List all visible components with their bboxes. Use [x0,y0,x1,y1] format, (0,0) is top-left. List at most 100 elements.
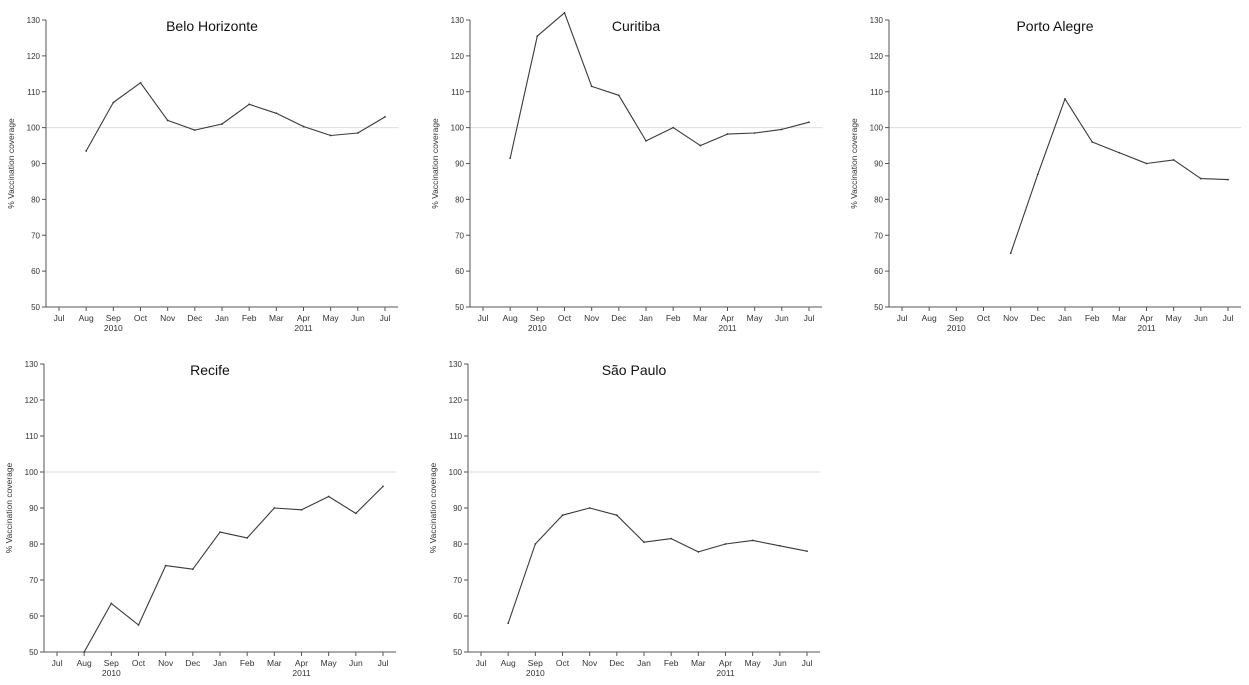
x-tick-label: Jul [897,313,908,323]
data-point [139,81,142,84]
x-tick-label: Jul [54,313,65,323]
chart-panel: 50 60 70 80 90 100 110 120 130 Jul Aug Sep Oct Nov Dec… [4,360,396,678]
x-tick-label: Mar [1112,313,1127,323]
x-tick-label: Apr [295,658,308,668]
x-tick-label: Mar [691,658,706,668]
data-point [615,514,618,517]
chart-panel: 50 60 70 80 90 100 110 120 130 Jul Aug Sep Oct Nov Dec… [428,360,820,678]
x-tick-label: Mar [267,658,282,668]
x-tick-label: Nov [158,658,174,668]
data-point [588,507,591,509]
chart-title: Curitiba [612,18,660,34]
x-tick-label: Nov [160,313,176,323]
series-line [1010,98,1229,254]
x-tick-label: Jan [1058,313,1072,323]
y-tick-label: 110 [25,432,38,441]
data-point [300,508,303,511]
year-label: 2010 [947,323,966,333]
year-label: 2010 [102,668,121,678]
data-point [1064,98,1066,100]
x-tick-label: Aug [503,313,518,323]
year-label: 2010 [528,323,547,333]
y-tick-label: 120 [25,396,39,405]
x-tick-label: Oct [132,658,146,668]
x-tick-label: Jul [380,313,391,323]
y-tick-label: 120 [27,52,41,61]
x-tick-label: Feb [666,313,681,323]
data-point [1199,177,1202,180]
data-point [1036,173,1039,176]
y-tick-label: 70 [453,576,462,585]
x-tick-label: Jul [378,658,389,668]
data-point [563,11,566,14]
y-axis-title: % Vaccination coverage [4,462,14,553]
data-point [166,119,169,122]
data-point [534,543,537,545]
series-line [83,486,384,653]
data-point [384,115,386,118]
data-point [670,537,673,540]
data-point [1227,178,1229,181]
series-line [85,82,386,152]
year-label: 2011 [292,668,311,678]
x-tick-label: May [323,313,340,323]
x-tick-label: Aug [79,313,94,323]
x-tick-label: Jul [52,658,63,668]
data-point [561,514,564,517]
data-point [191,568,194,571]
chart-panel: 50 60 70 80 90 100 110 120 130 Jul Aug Sep Oct Nov Dec… [6,16,398,333]
y-tick-label: 130 [449,360,463,369]
y-axis-title: % Vaccination coverage [428,462,438,553]
data-point [85,150,88,152]
data-point [780,128,783,131]
year-label: 2010 [104,323,123,333]
y-tick-label: 60 [874,267,883,276]
x-tick-label: May [321,658,338,668]
y-tick-label: 80 [29,540,38,549]
data-point [164,564,167,567]
data-point [751,539,754,542]
y-tick-label: 120 [870,52,884,61]
x-tick-label: Sep [104,658,119,668]
data-point [590,85,593,88]
data-point [221,123,223,125]
x-tick-label: Apr [297,313,310,323]
x-tick-label: Jun [773,658,787,668]
y-tick-label: 80 [453,540,462,549]
x-tick-label: Oct [558,313,572,323]
data-point [726,133,729,135]
data-point [329,134,332,137]
x-tick-label: Jan [215,313,229,323]
x-tick-label: Dec [187,313,203,323]
y-axis-title: % Vaccination coverage [6,118,16,209]
data-point [275,112,278,115]
data-point [672,126,675,129]
chart-title: Porto Alegre [1016,18,1093,34]
x-tick-label: Dec [611,313,627,323]
data-point [354,512,357,515]
year-label: 2011 [294,323,313,333]
y-tick-label: 130 [25,360,39,369]
data-point [110,602,113,605]
data-point [327,495,330,498]
y-tick-label: 70 [874,231,883,240]
data-point [1145,162,1148,165]
y-tick-label: 100 [449,468,463,477]
data-point [1118,151,1121,154]
data-point [724,543,727,545]
x-tick-label: Dec [609,658,625,668]
y-tick-label: 110 [870,88,883,97]
x-tick-label: Aug [922,313,937,323]
data-point [1091,141,1094,143]
chart-title: Recife [190,362,230,378]
y-tick-label: 100 [451,124,465,133]
y-tick-label: 70 [29,576,38,585]
data-point [509,157,512,160]
chart-panel: 50 60 70 80 90 100 110 120 130 Jul Aug Sep Oct Nov Dec… [849,16,1241,333]
y-tick-label: 90 [874,160,883,169]
y-tick-label: 60 [453,612,462,621]
data-point [302,125,305,128]
y-tick-label: 100 [27,124,41,133]
